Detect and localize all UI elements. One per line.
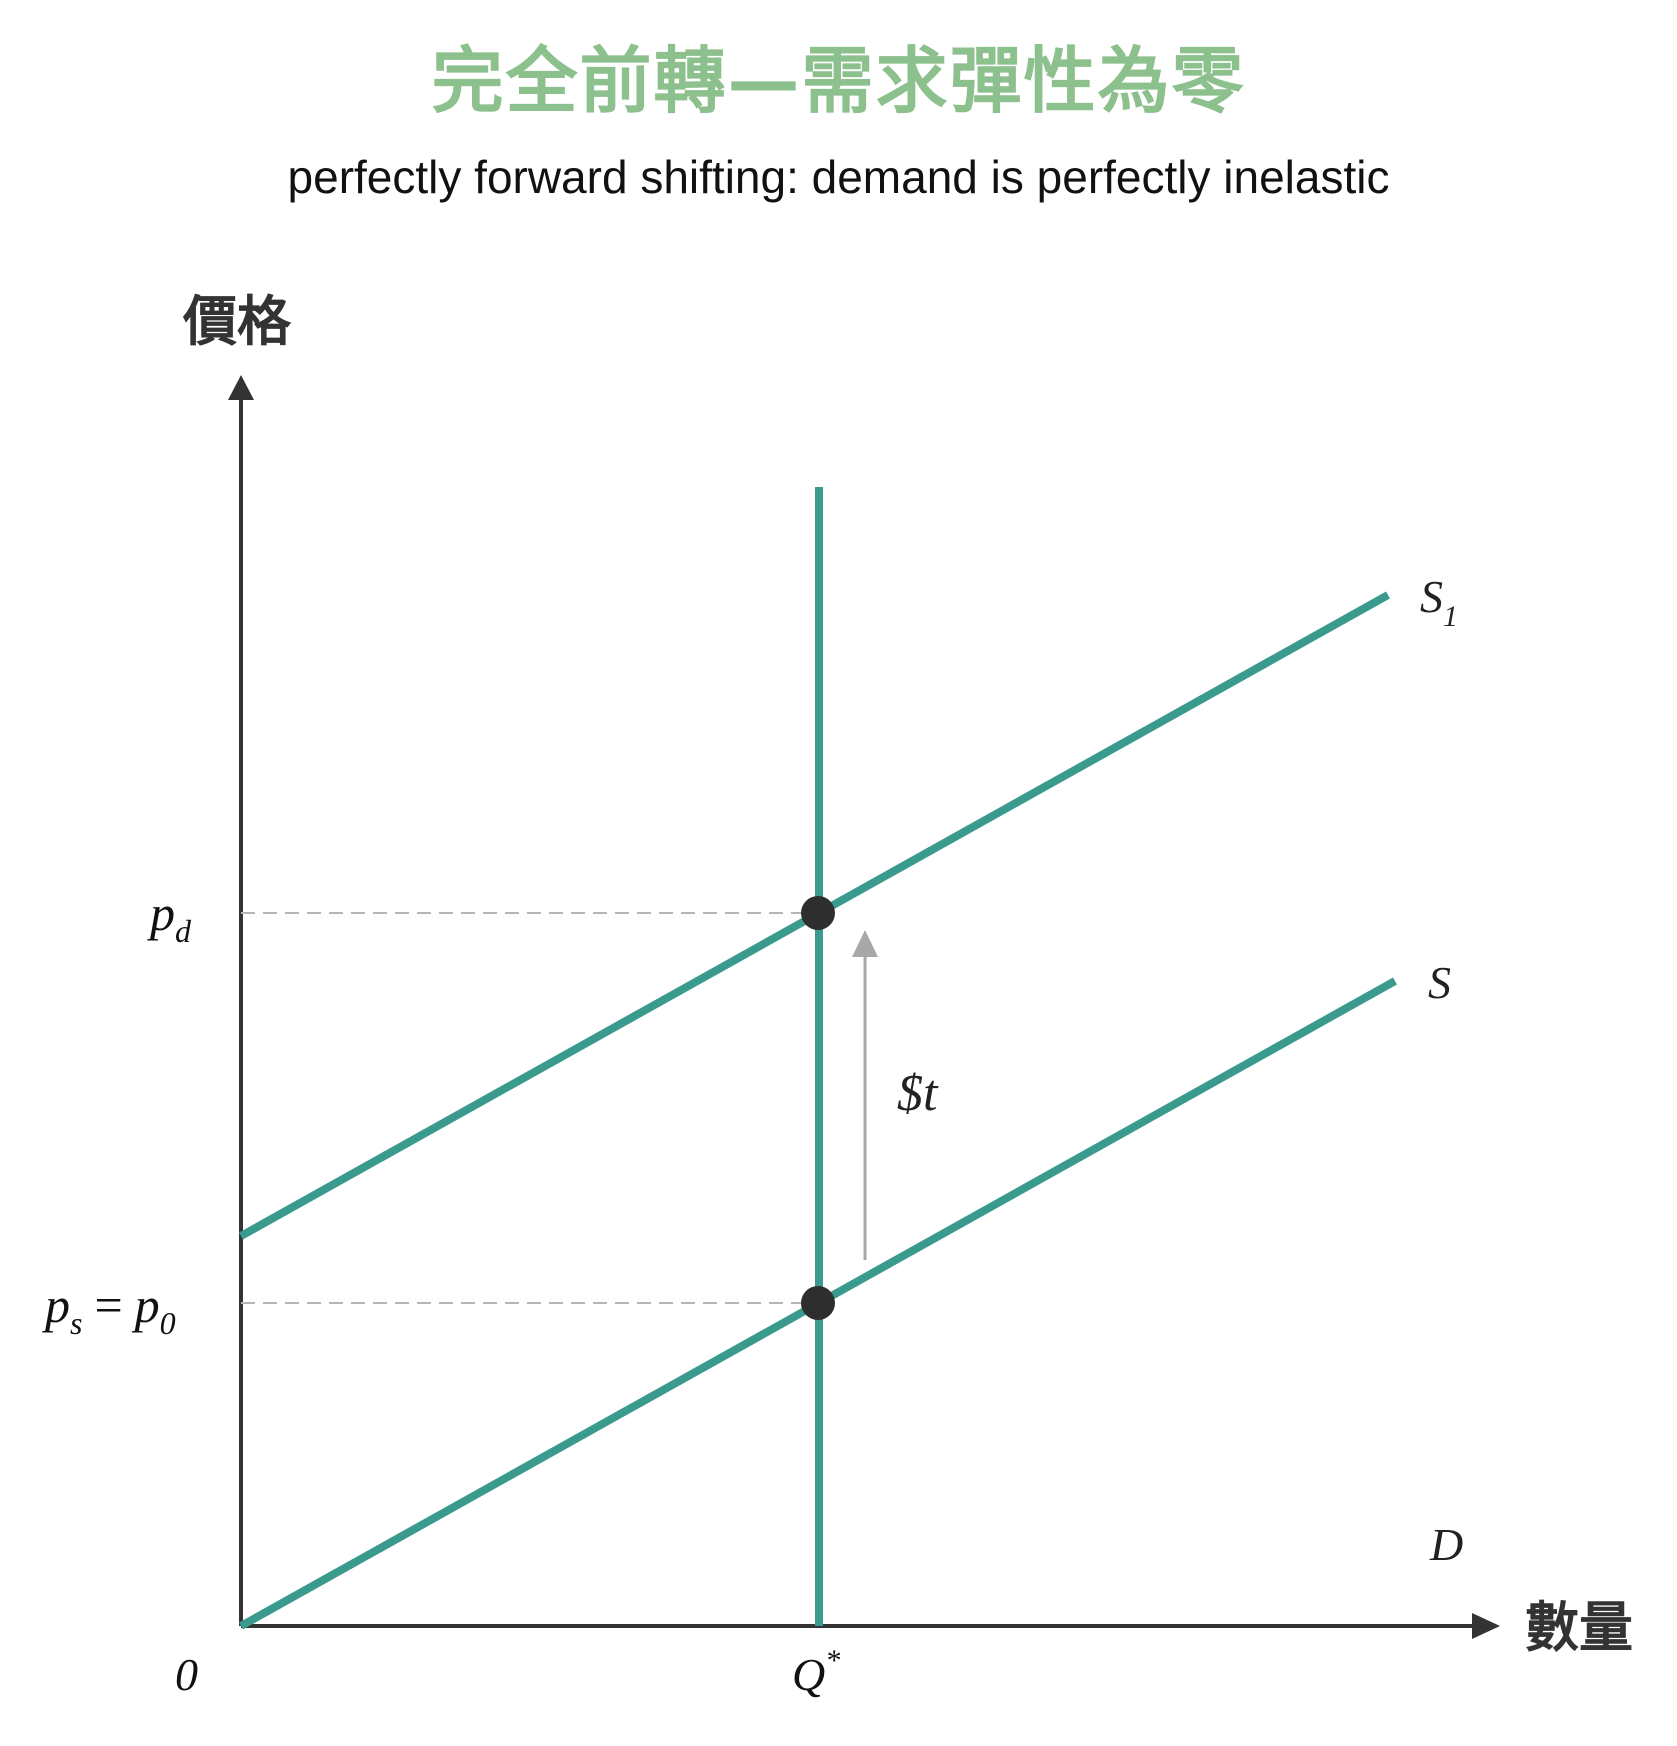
- chart-subtitle: perfectly forward shifting: demand is pe…: [287, 151, 1390, 203]
- equilibrium-point-original: [801, 1286, 835, 1320]
- s1-subscript: 1: [1443, 600, 1458, 633]
- price-label-pd: pd: [147, 885, 192, 949]
- p0-subscript: 0: [160, 1305, 176, 1341]
- tax-label: $t: [897, 1065, 939, 1122]
- y-axis-arrowhead: [228, 375, 254, 400]
- ps-subscript: s: [70, 1305, 82, 1341]
- curve-label-s: S: [1428, 957, 1451, 1008]
- p0-main: p: [132, 1277, 160, 1333]
- tax-arrow-head: [852, 930, 878, 957]
- quantity-label: Q*: [792, 1644, 840, 1700]
- s1-main: S: [1420, 571, 1443, 622]
- x-axis-label: 數量: [1525, 1596, 1633, 1659]
- chart-title: 完全前轉—需求彈性為零: [431, 39, 1246, 123]
- x-axis-arrowhead: [1472, 1613, 1500, 1639]
- curve-label-d: D: [1429, 1519, 1463, 1570]
- curve-label-s1: S1: [1420, 571, 1458, 633]
- equals-sign: =: [94, 1277, 122, 1333]
- ps-main: p: [42, 1277, 70, 1333]
- pd-subscript: d: [175, 913, 192, 949]
- price-label-ps-p0: ps = p0: [42, 1277, 176, 1341]
- equilibrium-point-with-tax: [801, 896, 835, 930]
- origin-label: 0: [175, 1649, 198, 1700]
- y-axis-label: 價格: [182, 290, 292, 353]
- q-superscript: *: [825, 1644, 840, 1677]
- pd-main: p: [147, 885, 175, 941]
- q-main: Q: [792, 1649, 825, 1700]
